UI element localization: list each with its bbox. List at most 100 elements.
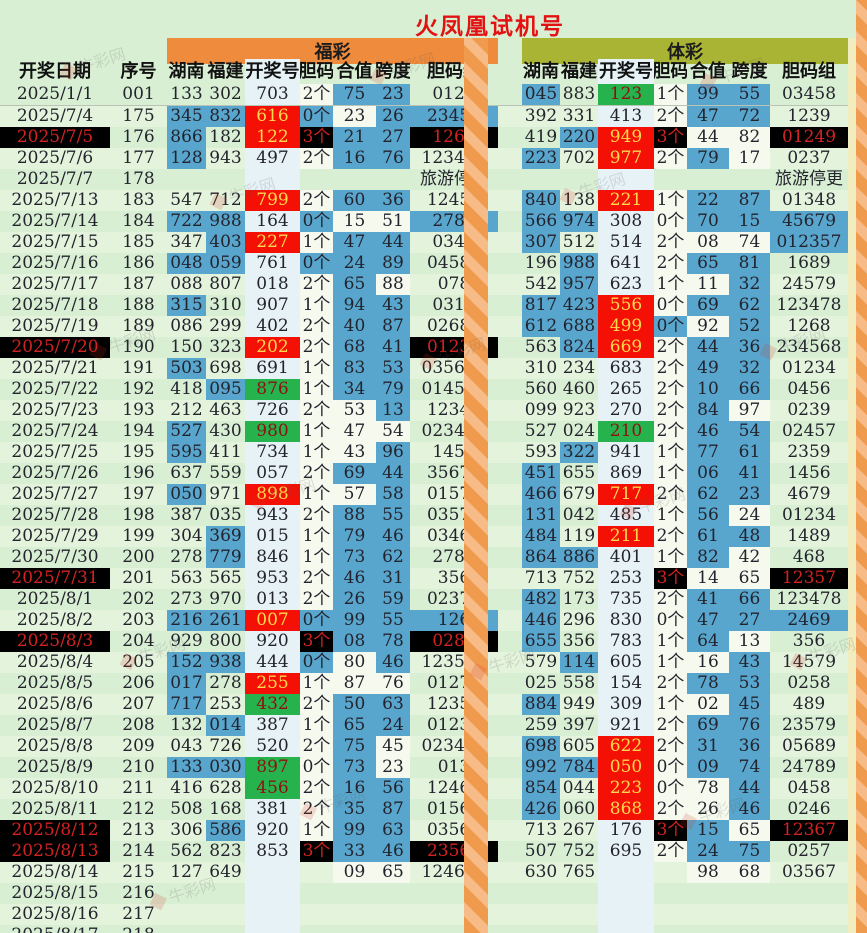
- header-ticai-danma: 胆码: [654, 60, 687, 82]
- fucai-dan-cell: 2个: [300, 589, 333, 610]
- ticai-kai-cell: 309: [598, 694, 654, 715]
- table-row: 2025/8/17218: [0, 925, 867, 933]
- table-row: 2025/7/25 195 595 411 734 1个 43 96 1459 593 322 941…: [0, 442, 867, 463]
- fucai-hunan-cell: [167, 169, 206, 190]
- date-cell: 2025/7/7: [16, 169, 94, 189]
- ticai-he-cell: 31: [687, 736, 729, 757]
- fucai-hunan-cell: 278: [170, 547, 203, 567]
- date-cell: 2025/7/14: [11, 211, 99, 231]
- fucai-dan-cell: 2个: [300, 568, 333, 589]
- ticai-fujian-cell: 765: [562, 862, 596, 882]
- fucai-he-cell: 16: [333, 778, 376, 799]
- ticai-kai-cell: 556: [598, 295, 654, 316]
- fucai-dan-cell: 1个: [300, 820, 333, 841]
- seq-cell: 217: [122, 904, 155, 924]
- fucai-fujian-cell: 323: [209, 337, 242, 357]
- ticai-he-cell: 49: [687, 358, 729, 379]
- date-cell: 2025/8/17: [0, 925, 110, 933]
- date-cell: 2025/8/15: [11, 883, 99, 903]
- ticai-fujian-cell: 460: [562, 379, 596, 399]
- ticai-hunan-cell: 593: [524, 442, 558, 462]
- table-row: 2025/8/10 211 416 628 456 2个 16 56 12468 854 044 22…: [0, 778, 867, 799]
- ticai-he-cell: 78: [687, 673, 729, 694]
- ticai-kai-cell: [598, 904, 654, 925]
- ticai-hunan-cell: 612: [522, 316, 560, 337]
- ticai-kai-cell: 123: [598, 84, 654, 105]
- fucai-hunan-cell: 043: [170, 736, 203, 756]
- date-cell: 2025/8/5: [16, 673, 94, 693]
- ticai-fujian-cell: 974: [560, 211, 598, 232]
- ticai-group-cell: 0258: [787, 673, 831, 693]
- ticai-kai-cell: 868: [598, 799, 654, 820]
- ticai-hunan-cell: 196: [524, 253, 558, 273]
- fucai-dan-cell: [300, 883, 333, 904]
- ticai-kua-cell: 65: [729, 568, 770, 589]
- table-row: 2025/7/31 201 563 565 953 2个 46 31 356 713 752 253 3…: [0, 568, 867, 589]
- right-orange-border: [856, 0, 867, 933]
- ticai-he-cell: [687, 169, 729, 190]
- fucai-kua-cell: 54: [376, 421, 410, 442]
- fucai-fujian-cell: 832: [206, 106, 245, 127]
- ticai-group-cell: 2469: [770, 610, 848, 631]
- ticai-he-cell: 98: [687, 862, 729, 883]
- ticai-dan-cell: 2个: [654, 715, 687, 736]
- fucai-fujian-cell: 800: [209, 631, 242, 651]
- header-ticai-hezhi: 合值: [690, 60, 726, 82]
- ticai-he-cell: 65: [687, 253, 729, 274]
- fucai-kai-cell: [245, 904, 300, 925]
- fucai-hunan-cell: 717: [167, 694, 206, 715]
- fucai-kai-cell: 164: [245, 211, 300, 232]
- date-cell: 2025/7/6: [16, 148, 94, 168]
- date-cell: 2025/1/1: [16, 84, 94, 104]
- section-band-row: 福彩 体彩: [0, 38, 867, 64]
- ticai-hunan-cell: 630: [524, 862, 558, 882]
- fucai-hunan-cell: 133: [170, 84, 203, 104]
- ticai-hunan-cell: 484: [522, 526, 560, 547]
- fucai-dan-cell: 0个: [300, 757, 333, 778]
- fucai-dan-cell: 2个: [300, 190, 333, 211]
- fucai-fujian-cell: 565: [209, 568, 242, 588]
- fucai-hunan-cell: 306: [170, 820, 203, 840]
- seq-cell: 189: [122, 316, 155, 336]
- ticai-hunan-cell: [522, 169, 560, 190]
- date-cell: 2025/8/9: [16, 757, 94, 777]
- fucai-hunan-cell: 563: [170, 568, 203, 588]
- date-cell: 2025/8/10: [11, 778, 99, 798]
- seq-cell: 194: [122, 421, 155, 441]
- ticai-kai-cell: [598, 169, 654, 190]
- ticai-hunan-cell: 259: [524, 715, 558, 735]
- fucai-dan-cell: 0个: [300, 610, 333, 631]
- ticai-group-cell: 1239: [787, 106, 831, 126]
- fucai-he-cell: 47: [333, 421, 376, 442]
- table-row: 2025/8/13 214 562 823 853 3个 33 46 23568 507 752 69…: [0, 841, 867, 862]
- table-row: 2025/8/4 205 152 938 444 0个 80 46 123589 579 114 60…: [0, 652, 867, 673]
- fucai-fujian-cell: 586: [206, 820, 245, 841]
- fucai-kua-cell: 63: [376, 694, 410, 715]
- ticai-fujian-cell: [560, 169, 598, 190]
- fucai-hunan-cell: 315: [167, 295, 206, 316]
- ticai-kua-cell: 17: [729, 148, 770, 169]
- fucai-hunan-cell: 595: [167, 442, 206, 463]
- ticai-he-cell: 26: [687, 799, 729, 820]
- ticai-hunan-cell: 840: [522, 190, 560, 211]
- table-row: 2025/7/7 178 旅游停更 旅游停更: [0, 169, 867, 190]
- fucai-hunan-cell: [167, 883, 206, 904]
- date-cell: 2025/7/19: [11, 316, 99, 336]
- header-fucai-danma: 胆码: [300, 60, 333, 82]
- ticai-kua-cell: 68: [729, 862, 770, 883]
- fucai-kai-cell: 202: [245, 337, 300, 358]
- table-row: 2025/7/30 200 278 779 846 1个 73 62 2789 864 886 401…: [0, 547, 867, 568]
- fucai-kua-cell: 23: [376, 757, 410, 778]
- ticai-kua-cell: 42: [729, 547, 770, 568]
- ticai-dan-cell: 1个: [654, 631, 687, 652]
- ticai-fujian-cell: [560, 925, 598, 933]
- ticai-kai-cell: 622: [598, 736, 654, 757]
- ticai-fujian-cell: 220: [560, 127, 598, 148]
- ticai-he-cell: 08: [687, 232, 729, 253]
- fucai-fujian-cell: 807: [209, 274, 242, 294]
- ticai-he-cell: 16: [687, 652, 729, 673]
- ticai-fujian-cell: 423: [560, 295, 598, 316]
- table-row: 2025/8/2 203 216 261 007 0个 99 55 126 446 296 830 0个…: [0, 610, 867, 631]
- fucai-he-cell: 87: [333, 673, 376, 694]
- ticai-fujian-cell: 605: [562, 736, 596, 756]
